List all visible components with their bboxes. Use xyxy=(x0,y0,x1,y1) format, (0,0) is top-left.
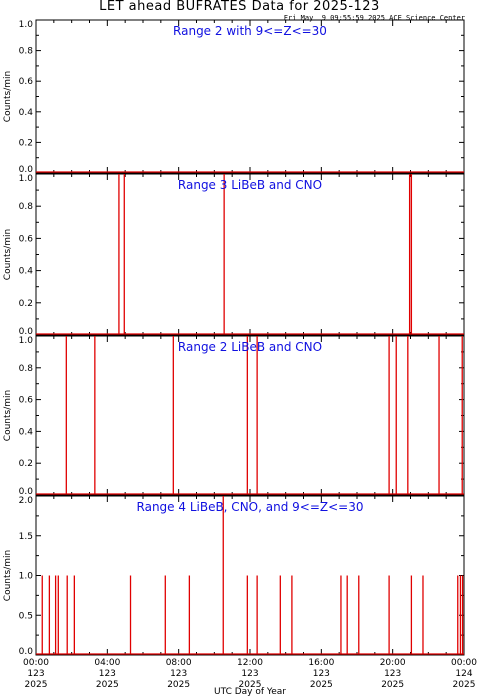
panel-3-ytick-label: 1.0 xyxy=(19,336,34,346)
xtick-year-label: 2025 xyxy=(239,680,262,690)
panel-1-ytick-label: 0.4 xyxy=(19,108,34,118)
xtick-doy-label: 123 xyxy=(313,669,330,679)
panel-3-ytick-label: 0.4 xyxy=(19,427,34,437)
xtick-time-label: 00:00 xyxy=(451,658,477,668)
panel-2-ytick-label: 0.0 xyxy=(19,327,34,337)
panel-1-ytick-label: 0.0 xyxy=(19,165,34,175)
panel-4-ytick-label: 2.0 xyxy=(19,496,34,506)
xtick-year-label: 2025 xyxy=(381,680,404,690)
xtick-year-label: 2025 xyxy=(310,680,333,690)
xtick-time-label: 16:00 xyxy=(308,658,334,668)
panel-1-ylabel: Counts/min xyxy=(3,71,13,122)
panel-3-ylabel: Counts/min xyxy=(3,390,13,441)
panel-2-ytick-label: 0.6 xyxy=(19,234,34,244)
panel-3-ytick-label: 0.8 xyxy=(19,364,34,374)
page-title: LET ahead BUFRATES Data for 2025-123 xyxy=(99,0,380,14)
xtick-doy-label: 123 xyxy=(170,669,187,679)
panel-3-title: Range 2 LiBeB and CNO xyxy=(178,340,322,354)
panel-2-title: Range 3 LiBeB and CNO xyxy=(178,178,322,192)
panel-4-ytick-label: 1.0 xyxy=(19,572,34,582)
xtick-year-label: 2025 xyxy=(453,680,476,690)
xtick-time-label: 20:00 xyxy=(380,658,406,668)
panel-2-ytick-label: 0.4 xyxy=(19,267,34,277)
panel-1-ytick-label: 1.0 xyxy=(19,20,34,30)
xtick-time-label: 04:00 xyxy=(94,658,120,668)
panel-2-ytick-label: 1.0 xyxy=(19,174,34,184)
xtick-doy-label: 123 xyxy=(384,669,401,679)
panel-4-ytick-label: 1.5 xyxy=(19,532,33,542)
panel-1-ytick-label: 0.8 xyxy=(19,47,34,57)
panel-4-title: Range 4 LiBeB, CNO, and 9<=Z<=30 xyxy=(137,500,364,514)
xtick-year-label: 2025 xyxy=(167,680,190,690)
panel-1-title: Range 2 with 9<=Z<=30 xyxy=(173,24,327,38)
xtick-time-label: 08:00 xyxy=(166,658,192,668)
panel-3-frame xyxy=(35,335,465,496)
xtick-time-label: 00:00 xyxy=(23,658,49,668)
panel-4-ytick-label: 0.5 xyxy=(19,611,33,621)
xtick-doy-label: 123 xyxy=(27,669,44,679)
xtick-year-label: 2025 xyxy=(96,680,119,690)
xtick-doy-label: 123 xyxy=(99,669,116,679)
xtick-doy-label: 123 xyxy=(241,669,258,679)
panel-1-frame xyxy=(35,19,465,174)
panel-2-ytick-label: 0.8 xyxy=(19,202,34,212)
panel-4-frame xyxy=(35,495,465,656)
panel-3-ytick-label: 0.6 xyxy=(19,396,34,406)
panel-2-ylabel: Counts/min xyxy=(3,229,13,280)
xtick-year-label: 2025 xyxy=(25,680,48,690)
panel-3-ytick-label: 0.2 xyxy=(19,459,33,469)
panel-2-frame xyxy=(35,173,465,336)
panel-1-ytick-label: 0.2 xyxy=(19,138,33,148)
timestamp: Fri May 9 09:55:59 2025 ACE Science Cent… xyxy=(283,14,465,22)
panel-2-ytick-label: 0.2 xyxy=(19,299,33,309)
panel-4-ylabel: Counts/min xyxy=(3,550,13,601)
panel-3-ytick-label: 0.0 xyxy=(19,487,34,497)
panel-1-ytick-label: 0.6 xyxy=(19,77,34,87)
panel-4-ytick-label: 0.0 xyxy=(19,647,34,657)
xtick-time-label: 12:00 xyxy=(237,658,263,668)
xtick-doy-label: 124 xyxy=(455,669,472,679)
x-axis-label: UTC Day of Year xyxy=(214,687,286,697)
